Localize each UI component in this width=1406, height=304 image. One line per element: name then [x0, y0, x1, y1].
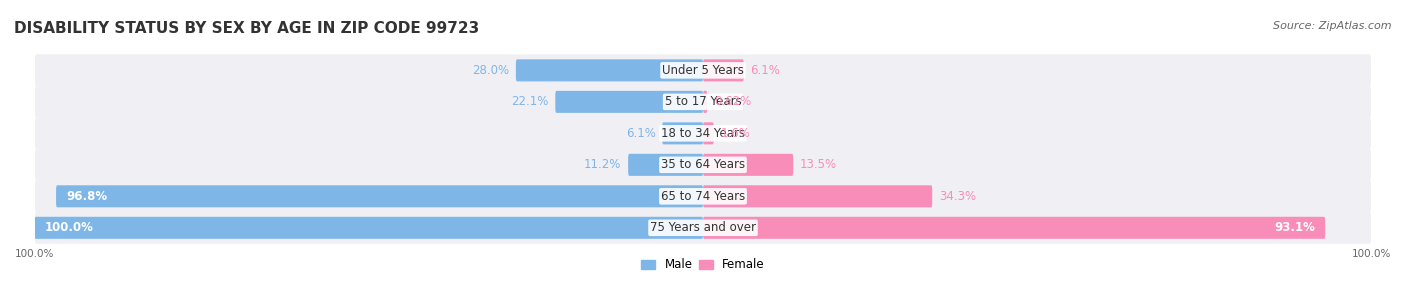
FancyBboxPatch shape: [35, 180, 1371, 212]
FancyBboxPatch shape: [555, 91, 703, 113]
Text: 28.0%: 28.0%: [472, 64, 509, 77]
Text: 65 to 74 Years: 65 to 74 Years: [661, 190, 745, 203]
Text: Source: ZipAtlas.com: Source: ZipAtlas.com: [1274, 21, 1392, 31]
Text: 13.5%: 13.5%: [800, 158, 837, 171]
FancyBboxPatch shape: [35, 149, 1371, 181]
Text: 6.1%: 6.1%: [751, 64, 780, 77]
Text: Under 5 Years: Under 5 Years: [662, 64, 744, 77]
FancyBboxPatch shape: [703, 185, 932, 207]
Text: 0.62%: 0.62%: [714, 95, 751, 108]
Text: 6.1%: 6.1%: [626, 127, 655, 140]
Legend: Male, Female: Male, Female: [637, 254, 769, 276]
FancyBboxPatch shape: [703, 217, 1326, 239]
FancyBboxPatch shape: [35, 117, 1371, 149]
FancyBboxPatch shape: [35, 217, 703, 239]
FancyBboxPatch shape: [35, 212, 1371, 244]
Text: 100.0%: 100.0%: [45, 221, 94, 234]
Text: 34.3%: 34.3%: [939, 190, 976, 203]
FancyBboxPatch shape: [516, 59, 703, 81]
Text: 11.2%: 11.2%: [583, 158, 621, 171]
Text: 22.1%: 22.1%: [512, 95, 548, 108]
Text: 96.8%: 96.8%: [66, 190, 107, 203]
Text: 93.1%: 93.1%: [1274, 221, 1315, 234]
Text: 35 to 64 Years: 35 to 64 Years: [661, 158, 745, 171]
FancyBboxPatch shape: [56, 185, 703, 207]
Text: 5 to 17 Years: 5 to 17 Years: [665, 95, 741, 108]
Text: DISABILITY STATUS BY SEX BY AGE IN ZIP CODE 99723: DISABILITY STATUS BY SEX BY AGE IN ZIP C…: [14, 21, 479, 36]
FancyBboxPatch shape: [703, 122, 714, 144]
Text: 18 to 34 Years: 18 to 34 Years: [661, 127, 745, 140]
FancyBboxPatch shape: [662, 122, 703, 144]
FancyBboxPatch shape: [703, 154, 793, 176]
FancyBboxPatch shape: [703, 91, 707, 113]
FancyBboxPatch shape: [35, 86, 1371, 118]
FancyBboxPatch shape: [628, 154, 703, 176]
FancyBboxPatch shape: [703, 59, 744, 81]
FancyBboxPatch shape: [35, 54, 1371, 86]
Text: 1.6%: 1.6%: [720, 127, 751, 140]
Text: 75 Years and over: 75 Years and over: [650, 221, 756, 234]
